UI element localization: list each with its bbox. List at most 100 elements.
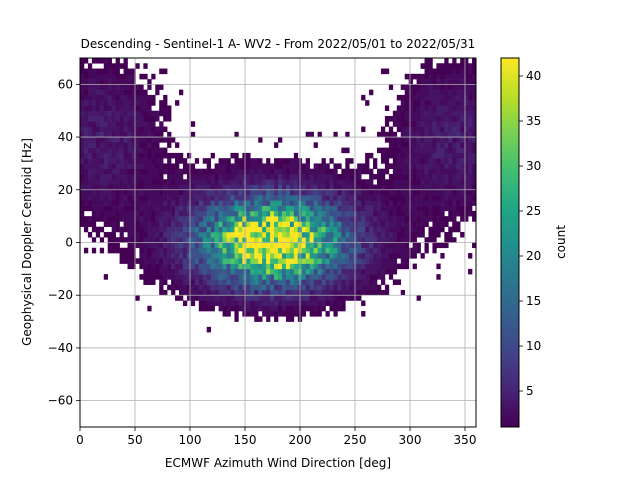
heatmap-cell [349,216,354,222]
heatmap-cell [206,295,211,301]
heatmap-cell [186,195,192,201]
heatmap-cell [281,168,287,175]
heatmap-cell [448,189,453,196]
heatmap-cell [107,179,112,185]
heatmap-cell [254,295,259,301]
heatmap-cell [392,173,398,180]
heatmap-cell [432,152,437,159]
heatmap-cell [468,179,473,185]
heatmap-cell [388,274,394,280]
heatmap-cell [206,168,211,175]
heatmap-cell [337,258,342,264]
heatmap-cell [392,221,398,227]
heatmap-cell [468,168,473,175]
heatmap-cell [384,216,390,222]
heatmap-cell [274,247,279,254]
heatmap-cell [179,268,184,275]
heatmap-cell [238,205,243,212]
heatmap-cell [373,173,378,180]
heatmap-cell [420,221,425,227]
heatmap-cell [404,121,409,127]
heatmap-cell [198,247,204,254]
heatmap-cell [202,210,208,217]
heatmap-cell [119,237,124,243]
heatmap-cell [452,63,457,69]
heatmap-cell [377,216,382,222]
heatmap-cell [456,100,461,106]
heatmap-cell [127,142,132,148]
heatmap-cell [250,221,255,227]
heatmap-cell [448,195,453,201]
heatmap-cell [210,179,215,185]
heatmap-cell [194,179,200,185]
heatmap-cell [404,142,409,148]
heatmap-cell [250,158,255,164]
heatmap-cell [452,58,457,64]
heatmap-cell [119,152,124,159]
heatmap-cell [131,163,136,169]
heatmap-cell [210,268,215,275]
heatmap-cell [377,242,382,249]
heatmap-cell [206,179,211,185]
heatmap-cell [230,247,235,254]
heatmap-cell [202,300,208,307]
heatmap-cell [111,158,116,164]
heatmap-cell [428,121,433,127]
heatmap-cell [281,163,287,169]
heatmap-cell [440,173,445,180]
x-tick-label: 250 [344,433,367,447]
heatmap-cell [206,237,211,243]
heatmap-cell [80,84,85,90]
heatmap-cell [305,184,310,191]
heatmap-cell [301,305,307,312]
heatmap-cell [155,168,160,175]
heatmap-cell [321,163,326,169]
heatmap-cell [464,94,469,101]
heatmap-cell [270,184,275,191]
heatmap-cell [412,221,417,227]
heatmap-cell [103,221,109,227]
heatmap-cell [285,305,291,312]
heatmap-cell [468,131,473,138]
x-axis-label: ECMWF Azimuth Wind Direction [deg] [165,456,391,470]
heatmap-cell [198,258,204,264]
heatmap-cell [167,168,172,175]
heatmap-cell [202,179,208,185]
heatmap-cell [325,284,330,291]
heatmap-cell [424,195,429,201]
heatmap-cell [87,137,93,143]
heatmap-cell [464,137,469,143]
heatmap-cell [230,284,235,291]
heatmap-cell [159,263,164,270]
heatmap-cell [289,173,295,180]
heatmap-cell [301,242,307,249]
heatmap-cell [131,105,136,112]
heatmap-cell [392,189,398,196]
heatmap-cell [155,158,160,164]
heatmap-cell [424,247,429,254]
heatmap-cell [123,131,128,138]
heatmap-cell [305,179,310,185]
heatmap-cell [119,163,124,169]
heatmap-cell [115,110,120,117]
heatmap-cell [103,137,109,143]
heatmap-cell [198,295,204,301]
heatmap-cell [305,200,310,206]
heatmap-cell [392,137,398,143]
heatmap-cell [317,184,322,191]
heatmap-cell [123,105,128,112]
heatmap-cell [226,184,231,191]
heatmap-cell [337,305,342,312]
heatmap-cell [440,142,445,148]
heatmap-cell [147,100,152,106]
heatmap-cell [266,163,271,169]
heatmap-cell [190,226,196,233]
heatmap-cell [250,226,255,233]
heatmap-cell [254,179,259,185]
heatmap-cell [163,237,168,243]
heatmap-cell [258,189,263,196]
heatmap-cell [408,253,413,259]
heatmap-cell [305,263,310,270]
heatmap-cell [274,258,279,264]
